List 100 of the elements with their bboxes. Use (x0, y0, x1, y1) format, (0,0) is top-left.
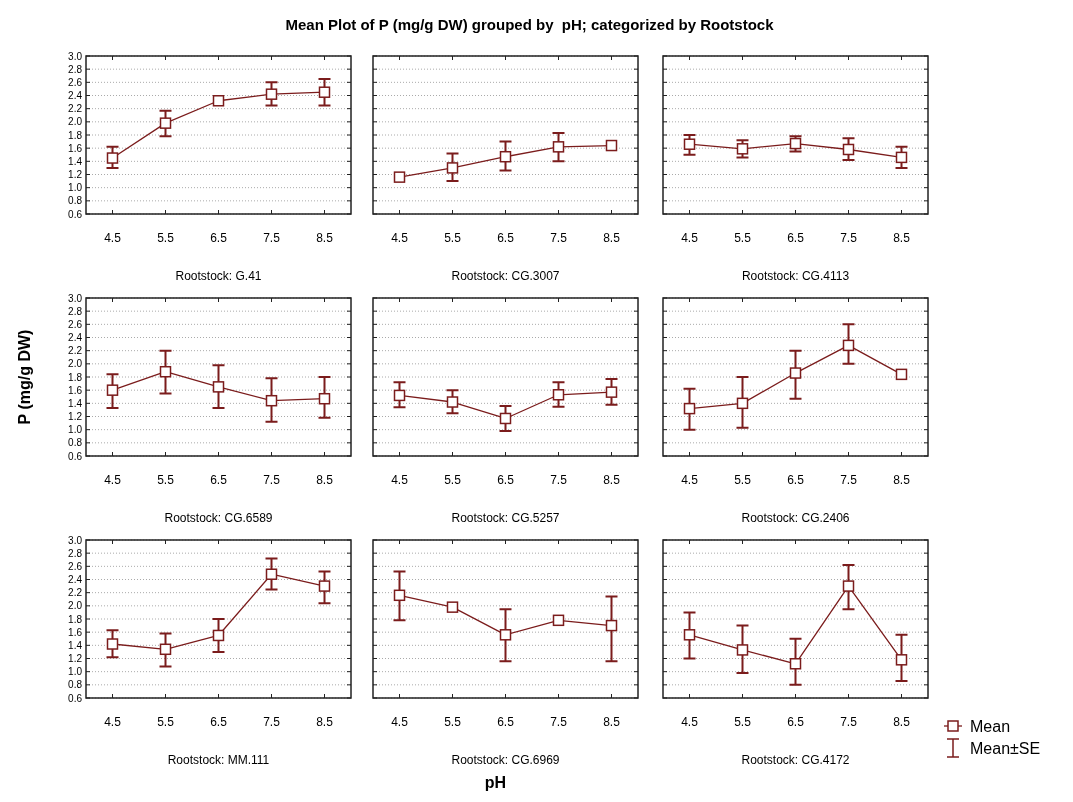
x-tick-label: 7.5 (840, 473, 858, 487)
text: Rootstock: MM.111 (167, 753, 270, 767)
x-tick-label: 7.5 (840, 715, 858, 729)
point (318, 580, 331, 592)
point (159, 643, 172, 656)
x-tick-label: 4.5 (391, 473, 409, 487)
x-tick-label: 8.5 (316, 231, 334, 245)
x-tick-label: 8.5 (893, 715, 911, 729)
y-tick-label: 2.6 (68, 318, 83, 330)
x-tick-label: 6.5 (787, 231, 805, 245)
x-tick-label: 7.5 (263, 715, 281, 729)
y-tick-label: 3.0 (68, 50, 83, 62)
point (499, 629, 512, 641)
x-tick-label: 8.5 (893, 473, 911, 487)
y-tick-label: 0.8 (68, 437, 83, 449)
text: Mean±SE (970, 739, 1041, 757)
point (605, 139, 618, 152)
y-tick-label: 2.6 (68, 560, 83, 572)
y-tick-label: 1.0 (68, 424, 83, 436)
legend-label: Mean (970, 717, 1011, 735)
y-tick-label: 2.2 (68, 345, 83, 357)
x-tick-label: 4.5 (681, 473, 699, 487)
point (605, 386, 618, 398)
point (106, 638, 119, 650)
y-tick-label: 0.6 (68, 450, 83, 462)
x-tick-label: 8.5 (316, 715, 334, 729)
x-tick-label: 7.5 (550, 231, 568, 245)
point (265, 88, 278, 100)
point (552, 614, 565, 627)
x-tick-label: 8.5 (603, 473, 621, 487)
point (683, 138, 696, 150)
x-tick-label: 6.5 (497, 715, 515, 729)
x-tick-label: 4.5 (681, 231, 699, 245)
y-tick-label: 2.4 (68, 332, 83, 343)
y-tick-label: 2.8 (68, 63, 83, 75)
x-tick-label: 4.5 (391, 715, 409, 729)
x-tick-label: 5.5 (157, 473, 175, 487)
y-tick-label: 2.6 (68, 76, 83, 88)
y-tick-label: 0.8 (68, 679, 83, 691)
text: Rootstock: CG.5257 (451, 511, 560, 525)
point (499, 412, 512, 425)
point (736, 644, 749, 656)
point (159, 365, 172, 378)
y-tick-label: 1.6 (68, 384, 83, 396)
point (212, 95, 225, 107)
x-tick-label: 4.5 (681, 715, 699, 729)
point (895, 368, 908, 381)
text: Mean Plot of P (mg/g DW) grouped by pH; categorized by Rootstock (285, 16, 775, 33)
y-tick-label: 0.8 (68, 195, 83, 207)
x-tick-label: 4.5 (104, 231, 122, 245)
point (789, 658, 802, 670)
y-tick-label: 0.6 (68, 208, 83, 220)
y-tick-label: 2.2 (68, 103, 83, 115)
y-tick-label: 2.4 (68, 574, 83, 585)
point (212, 381, 225, 393)
x-tick-label: 4.5 (391, 231, 409, 245)
point (552, 389, 565, 401)
x-tick-label: 6.5 (210, 715, 228, 729)
text: Rootstock: CG.3007 (451, 269, 560, 283)
y-tick-label: 1.2 (68, 169, 83, 180)
x-tick-label: 8.5 (316, 473, 334, 487)
y-tick-label: 3.0 (68, 534, 83, 546)
x-tick-label: 5.5 (444, 231, 462, 245)
text: Rootstock: CG.6589 (164, 511, 273, 525)
text: Rootstock: CG.2406 (741, 511, 850, 525)
x-tick-label: 7.5 (550, 473, 568, 487)
x-tick-label: 8.5 (603, 715, 621, 729)
point (106, 152, 119, 164)
x-tick-label: 6.5 (497, 231, 515, 245)
point (318, 86, 331, 98)
point (683, 402, 696, 415)
point (446, 162, 459, 174)
y-tick-label: 2.0 (68, 116, 83, 128)
x-tick-label: 6.5 (497, 473, 515, 487)
point (446, 601, 459, 613)
y-tick-label: 1.4 (68, 639, 83, 651)
y-tick-label: 1.8 (68, 371, 83, 383)
text: Rootstock: CG.6969 (451, 753, 560, 767)
x-tick-label: 5.5 (444, 715, 462, 729)
x-tick-label: 7.5 (263, 473, 281, 487)
point (265, 394, 278, 407)
point (159, 117, 172, 129)
point (683, 629, 696, 641)
point (499, 150, 512, 163)
y-tick-label: 1.0 (68, 182, 83, 194)
x-tick-label: 6.5 (210, 231, 228, 245)
y-tick-label: 3.0 (68, 292, 83, 304)
y-tick-label: 1.4 (68, 397, 83, 409)
y-tick-label: 1.8 (68, 613, 83, 625)
point (842, 143, 855, 156)
x-tick-label: 5.5 (734, 231, 752, 245)
x-tick-label: 7.5 (550, 715, 568, 729)
x-tick-label: 5.5 (734, 715, 752, 729)
point (789, 367, 802, 379)
text: Rootstock: CG.4113 (741, 269, 850, 283)
x-tick-label: 7.5 (263, 231, 281, 245)
x-tick-label: 4.5 (104, 473, 122, 487)
y-tick-label: 1.2 (68, 653, 83, 664)
y-tick-label: 2.4 (68, 90, 83, 101)
point (552, 141, 565, 153)
